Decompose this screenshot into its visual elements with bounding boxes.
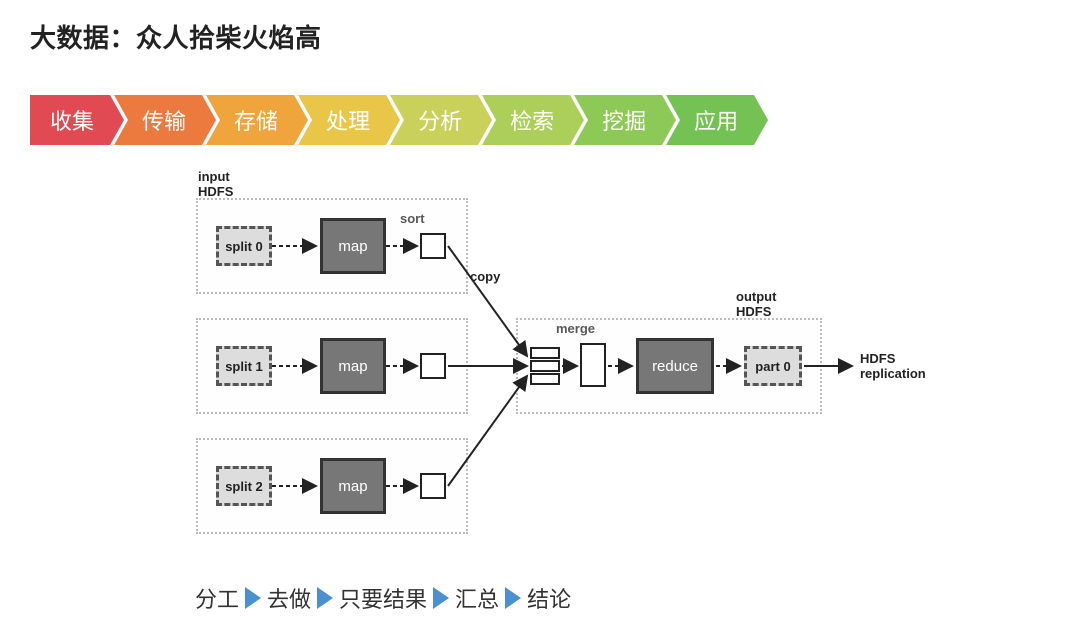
bottom-step: 汇总 xyxy=(455,582,499,614)
chevron-step: 挖掘 xyxy=(574,95,662,145)
sort-box xyxy=(420,233,446,259)
chevron-step: 处理 xyxy=(298,95,386,145)
mapreduce-diagram: input HDFS output HDFS sort copy merge H… xyxy=(0,170,1080,590)
input-hdfs-label: input HDFS xyxy=(198,170,233,200)
bottom-flow: 分工 去做 只要结果 汇总 结论 xyxy=(195,582,571,614)
merge-box xyxy=(580,343,606,387)
arrow-icon xyxy=(433,587,449,609)
pipeline-chevrons: 收集 传输 存储 处理 分析 检索 挖掘 应用 xyxy=(30,95,754,145)
map-node: map xyxy=(320,338,386,394)
output-hdfs-label: output HDFS xyxy=(736,290,776,320)
bottom-step: 结论 xyxy=(527,582,571,614)
arrow-icon xyxy=(317,587,333,609)
reduce-node: reduce xyxy=(636,338,714,394)
bottom-step: 分工 xyxy=(195,582,239,614)
split-node: split 1 xyxy=(216,346,272,386)
chevron-step: 应用 xyxy=(666,95,754,145)
chevron-step: 存储 xyxy=(206,95,294,145)
arrow-icon xyxy=(245,587,261,609)
sort-box xyxy=(420,353,446,379)
map-node: map xyxy=(320,458,386,514)
arrow-icon xyxy=(505,587,521,609)
split-node: split 0 xyxy=(216,226,272,266)
bottom-step: 去做 xyxy=(267,582,311,614)
map-node: map xyxy=(320,218,386,274)
page-title: 大数据：众人拾柴火焰高 xyxy=(30,18,322,55)
chevron-step: 收集 xyxy=(30,95,110,145)
split-node: split 2 xyxy=(216,466,272,506)
chevron-step: 传输 xyxy=(114,95,202,145)
sort-box xyxy=(420,473,446,499)
chevron-step: 检索 xyxy=(482,95,570,145)
part-node: part 0 xyxy=(744,346,802,386)
copy-label: copy xyxy=(470,270,500,285)
merge-stack xyxy=(530,347,560,387)
hdfs-replication-label: HDFS replication xyxy=(860,352,926,382)
chevron-step: 分析 xyxy=(390,95,478,145)
bottom-step: 只要结果 xyxy=(339,582,427,614)
